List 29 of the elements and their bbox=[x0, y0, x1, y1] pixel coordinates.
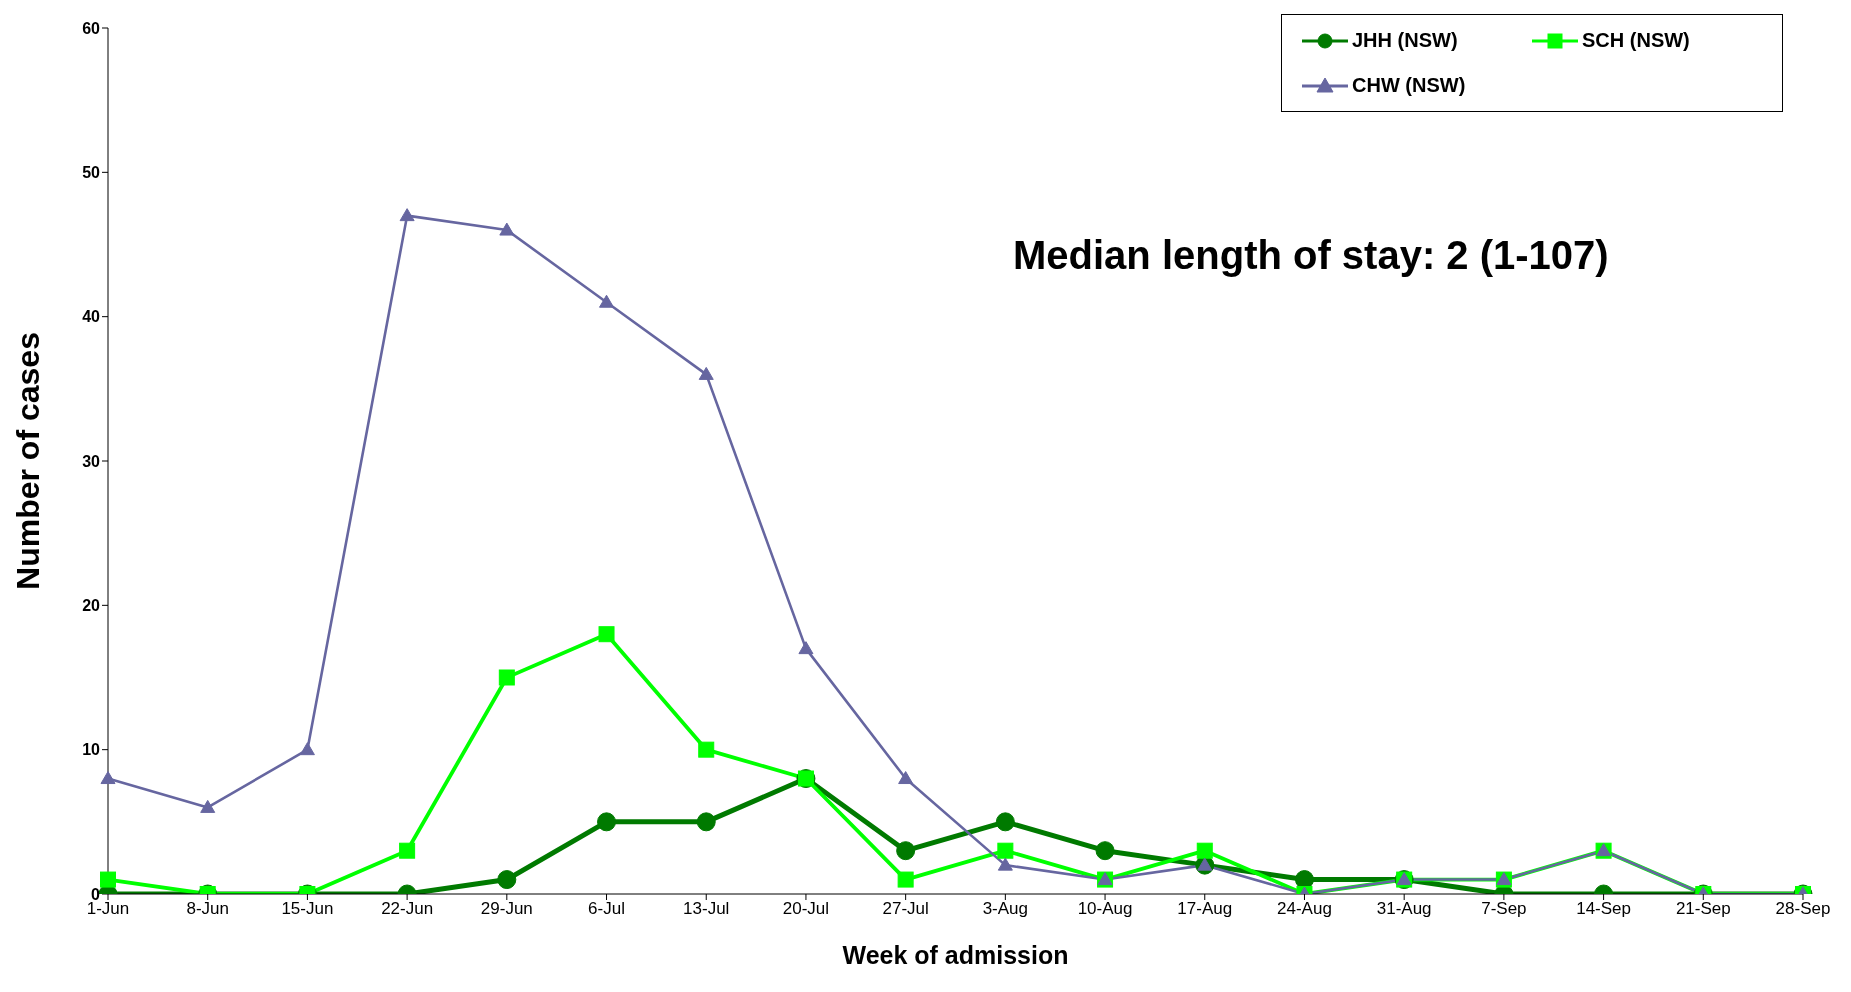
x-tick-label: 31-Aug bbox=[1376, 899, 1432, 919]
y-tick-label: 20 bbox=[82, 597, 101, 615]
x-tick-label: 27-Jul bbox=[882, 899, 929, 919]
x-tick-label: 10-Aug bbox=[1077, 899, 1133, 919]
x-tick-label: 7-Sep bbox=[1481, 899, 1527, 919]
y-tick-label: 40 bbox=[82, 308, 101, 326]
y-tick-label: 30 bbox=[82, 452, 101, 470]
x-tick-label: 24-Aug bbox=[1277, 899, 1332, 919]
x-tick-label: 20-Jul bbox=[782, 899, 830, 919]
y-tick-label: 60 bbox=[82, 19, 101, 37]
legend-label: JHH (NSW) bbox=[1352, 29, 1458, 52]
legend-label: SCH (NSW) bbox=[1582, 29, 1690, 52]
x-tick-label: 8-Jun bbox=[186, 899, 229, 919]
x-tick-label: 21-Sep bbox=[1675, 899, 1731, 919]
x-tick-label: 22-Jun bbox=[381, 899, 434, 919]
x-tick-label: 13-Jul bbox=[683, 899, 730, 919]
x-tick-label: 28-Sep bbox=[1775, 899, 1831, 919]
x-axis-title: Week of admission bbox=[842, 941, 1069, 969]
y-tick-label: 10 bbox=[82, 741, 101, 759]
x-tick-label: 3-Aug bbox=[982, 899, 1029, 919]
y-tick-label: 50 bbox=[82, 164, 101, 182]
x-tick-label: 15-Jun bbox=[281, 899, 334, 919]
legend-label: CHW (NSW) bbox=[1352, 74, 1466, 97]
annotation: Median length of stay: 2 (1-107) bbox=[1013, 233, 1609, 278]
x-tick-label: 29-Jun bbox=[480, 899, 533, 919]
x-tick-label: 6-Jul bbox=[588, 899, 625, 919]
x-tick-label: 14-Sep bbox=[1576, 899, 1631, 919]
x-tick-label: 17-Aug bbox=[1177, 899, 1233, 919]
y-axis-title: Number of cases bbox=[10, 332, 47, 590]
